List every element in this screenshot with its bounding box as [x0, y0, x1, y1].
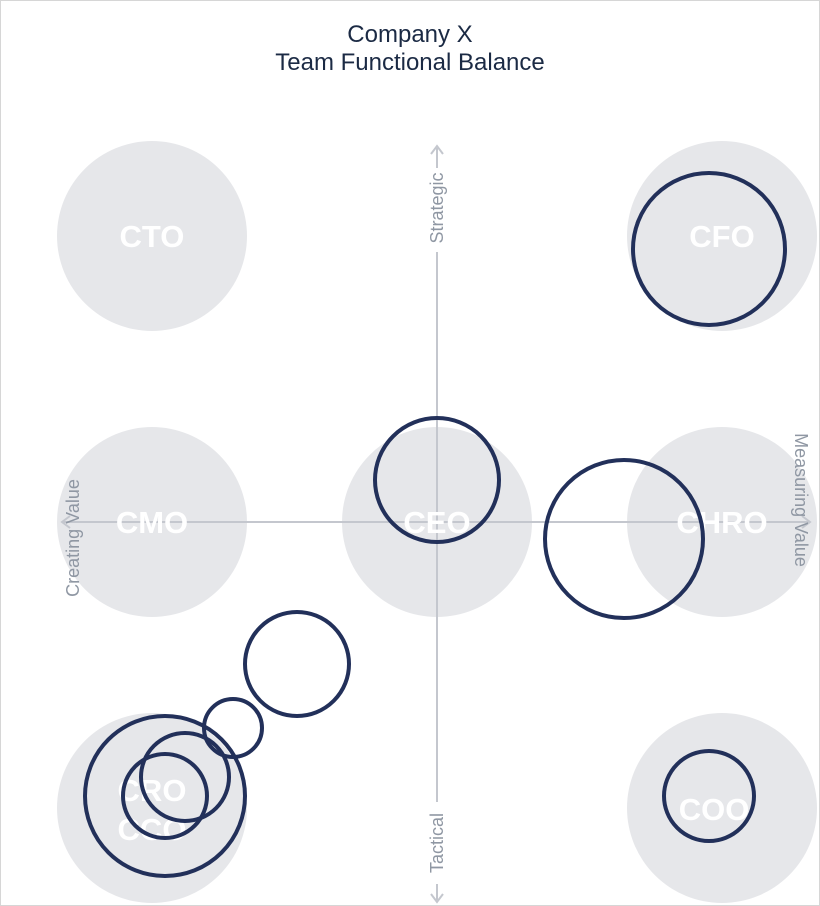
arrow-left-icon	[60, 515, 71, 529]
arrow-down-icon	[430, 893, 444, 904]
rings	[83, 171, 787, 878]
ring-cro-inner	[121, 752, 209, 840]
role-circle-coo	[627, 713, 817, 903]
ring-cro-outer	[83, 714, 247, 878]
ring-mid-large	[243, 610, 351, 718]
role-label-chro: CHRO	[676, 505, 767, 540]
arrow-up-icon	[430, 144, 444, 155]
axis-label-tactical: Tactical	[427, 813, 447, 873]
axis-label-strategic: Strategic	[427, 172, 447, 243]
ring-coo	[662, 749, 756, 843]
ring-cro-middle	[139, 731, 231, 823]
role-label-cto: CTO	[120, 219, 185, 254]
role-circle-cto	[57, 141, 247, 331]
ring-ceo	[373, 416, 501, 544]
ring-mid-small	[202, 697, 264, 759]
role-label-cfo: CFO	[689, 219, 754, 254]
role-label-ceo: CEO	[403, 505, 470, 540]
role-label-coo: COO	[679, 792, 750, 827]
diagram-title-line1: Company X	[347, 21, 473, 48]
role-label-cro: CRO	[118, 773, 187, 808]
role-labels: CTO CFO CMO CEO CHRO CRO CCO COO	[116, 219, 768, 847]
role-circle-cfo	[627, 141, 817, 331]
ring-cfo	[631, 171, 787, 327]
axis-label-measuring-value: Measuring Value	[791, 433, 811, 567]
ring-chro	[543, 458, 705, 620]
diagram-title-line2: Team Functional Balance	[275, 49, 545, 76]
arrow-right-icon	[801, 515, 812, 529]
role-label-cmo: CMO	[116, 505, 188, 540]
axes	[60, 144, 812, 904]
axis-label-creating-value: Creating Value	[63, 479, 83, 597]
